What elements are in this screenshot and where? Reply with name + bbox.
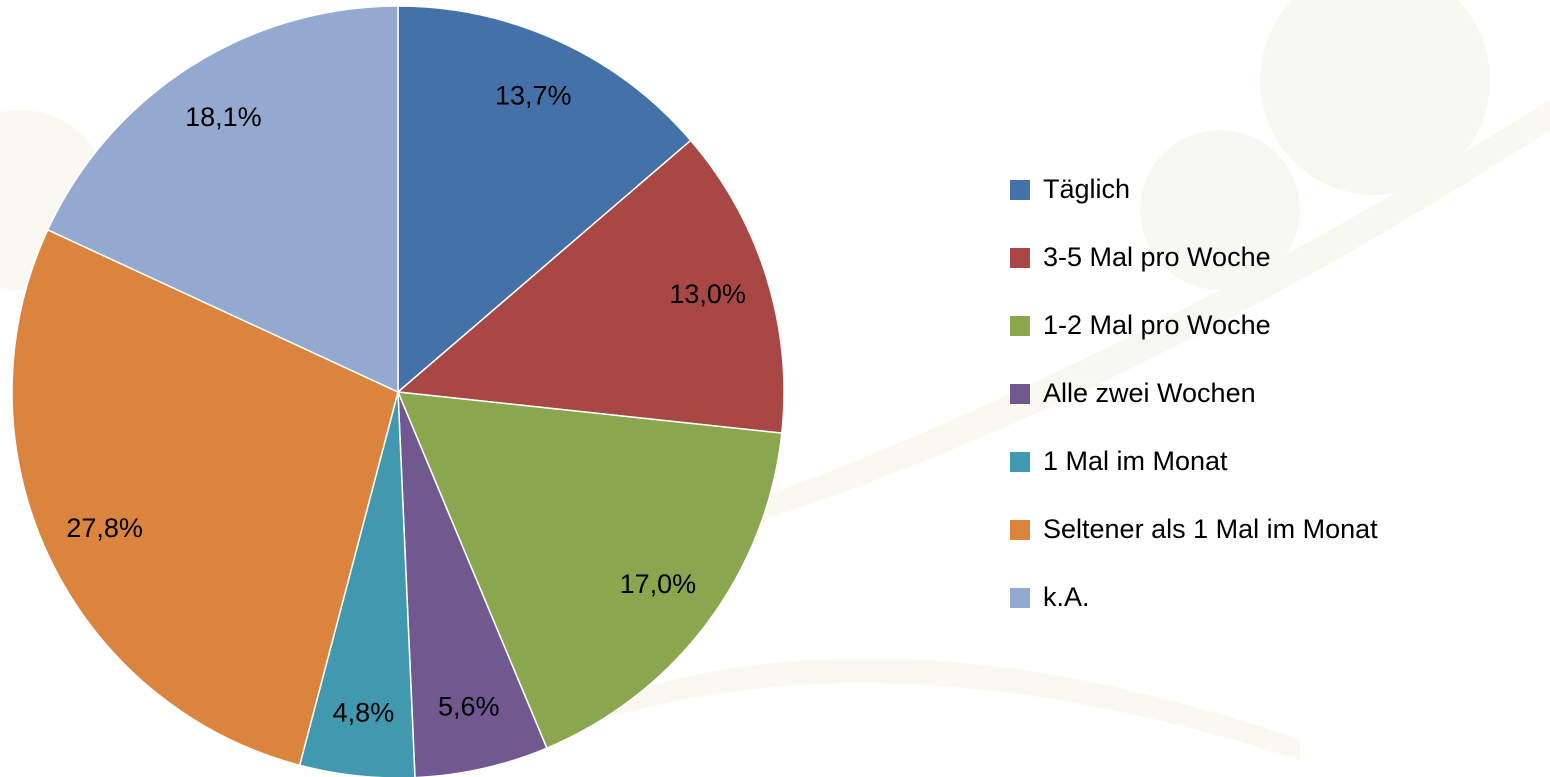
legend-label: Seltener als 1 Mal im Monat <box>1043 514 1378 544</box>
legend-label: Alle zwei Wochen <box>1043 378 1256 408</box>
pie-slice <box>396 139 785 434</box>
data-label: 5,6% <box>438 692 500 722</box>
data-label: 18,1% <box>185 102 262 132</box>
legend-label: k.A. <box>1043 582 1090 612</box>
legend-swatch <box>1010 248 1030 268</box>
legend-swatch <box>1010 588 1030 608</box>
legend: Täglich 3-5 Mal pro Woche 1-2 Mal pro Woch… <box>1010 174 1378 612</box>
data-label: 4,8% <box>333 698 395 728</box>
legend-swatch <box>1010 180 1030 200</box>
data-label: 13,7% <box>495 80 572 110</box>
legend-swatch <box>1010 316 1030 336</box>
pie: 13,7% 13,0% 17,0% 5,6% 4,8% 27,8% 18,1% <box>11 5 785 777</box>
background-decoration <box>0 0 1550 760</box>
pie-slice <box>11 228 399 767</box>
pie-slice <box>46 5 399 394</box>
legend-swatch <box>1010 520 1030 540</box>
legend-swatch <box>1010 384 1030 404</box>
pie-slice <box>397 5 692 394</box>
legend-swatch <box>1010 452 1030 472</box>
legend-label: Täglich <box>1043 174 1130 204</box>
data-label: 27,8% <box>66 513 143 543</box>
pie-slice <box>396 391 783 750</box>
legend-label: 1 Mal im Monat <box>1043 446 1228 476</box>
data-label: 13,0% <box>669 279 746 309</box>
legend-label: 3-5 Mal pro Woche <box>1043 242 1271 272</box>
legend-label: 1-2 Mal pro Woche <box>1043 310 1271 340</box>
pie-slice <box>397 391 548 777</box>
data-label: 17,0% <box>620 569 697 599</box>
